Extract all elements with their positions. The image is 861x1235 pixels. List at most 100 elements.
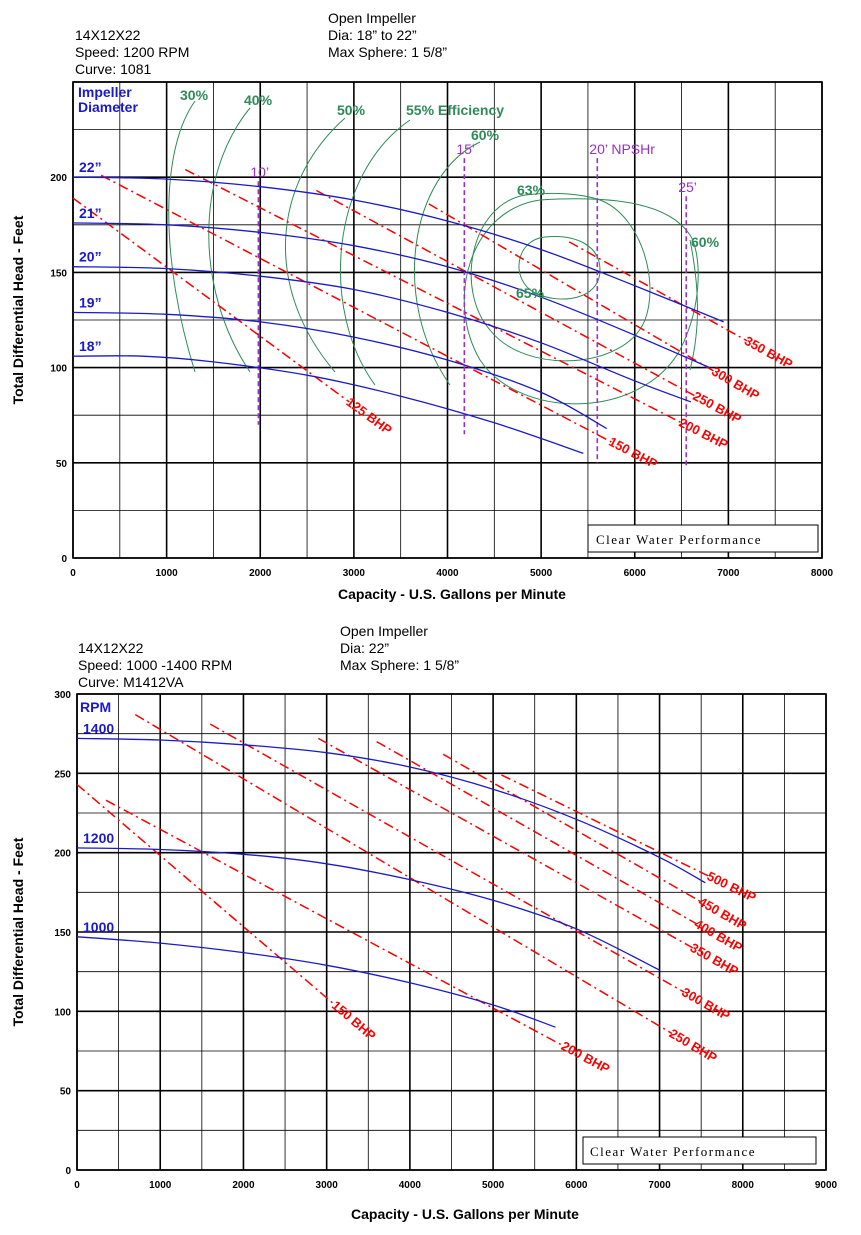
y-tick-label: 50 [60, 1087, 72, 1098]
chart1-ylabel: Total Differential Head - Feet [10, 215, 26, 404]
chart2-dia: Dia: 22” [340, 640, 389, 656]
pump-curve-chart-1: 14X12X22 Speed: 1200 RPM Curve: 1081 Ope… [10, 10, 834, 602]
chart1-sphere: Max Sphere: 1 5/8” [328, 44, 447, 60]
chart1-dia: Dia: 18” to 22” [328, 27, 417, 43]
head-curve [72, 266, 692, 403]
npshr-label: 10’ [250, 164, 269, 180]
efficiency-label-63: 63% [517, 182, 546, 198]
chart2-speed: Speed: 1000 -1400 RPM [78, 657, 232, 673]
efficiency-label-30: 30% [180, 87, 209, 103]
bhp-line [100, 174, 612, 443]
chart1-model: 14X12X22 [75, 27, 141, 43]
efficiency-label-65: 65% [516, 285, 545, 301]
chart1-tick-labels: 0 1000 2000 3000 4000 5000 6000 7000 8000 0 50 100 1… [50, 173, 833, 579]
x-tick-label: 6000 [624, 568, 647, 579]
x-tick-label: 1000 [156, 568, 179, 579]
bhp-line [184, 168, 682, 424]
bhp-line [316, 189, 696, 397]
y-tick-label: 0 [61, 554, 67, 565]
x-tick-label: 7000 [717, 568, 740, 579]
x-tick-label: 4000 [399, 1180, 422, 1191]
bhp-label: 200 BHP [677, 415, 731, 452]
series-label: 21” [79, 205, 102, 221]
bhp-line [209, 723, 685, 993]
x-tick-label: 1000 [149, 1180, 172, 1191]
y-tick-label: 250 [54, 769, 71, 780]
head-curve [72, 311, 608, 430]
x-tick-label: 3000 [316, 1180, 339, 1191]
x-tick-label: 0 [74, 1180, 80, 1191]
npshr-label: 20’ NPSHr [589, 141, 655, 157]
efficiency-65-ring [518, 236, 601, 300]
x-tick-label: 8000 [811, 568, 834, 579]
chart1-series-title-line2: Diameter [78, 99, 138, 115]
chart2-tick-labels: 0 1000 2000 3000 4000 5000 6000 7000 8000 9000 0 50… [54, 690, 837, 1191]
efficiency-label-60-right: 60% [691, 234, 720, 250]
chart2-grid [76, 693, 827, 1171]
chart2-ylabel: Total Differential Head - Feet [10, 837, 26, 1026]
head-curve [76, 847, 660, 971]
series-label: 19” [79, 294, 102, 310]
efficiency-50-curve [285, 117, 346, 373]
bhp-label: 200 BHP [559, 1038, 613, 1076]
efficiency-label-55: 55% Efficiency [406, 102, 504, 118]
chart1-xlabel: Capacity - U.S. Gallons per Minute [338, 586, 566, 602]
series-label: 1400 [83, 720, 114, 736]
y-tick-label: 100 [54, 1007, 71, 1018]
bhp-label: 150 BHP [329, 998, 379, 1044]
bhp-line [317, 737, 694, 949]
y-tick-label: 150 [50, 268, 67, 279]
chart2-impeller: Open Impeller [340, 623, 428, 639]
bhp-label: 150 BHP [606, 434, 660, 472]
chart1-series-title-line1: Impeller [78, 84, 132, 100]
x-tick-label: 0 [70, 568, 76, 579]
efficiency-label-40: 40% [244, 92, 273, 108]
y-tick-label: 0 [65, 1166, 71, 1177]
chart2-rpm-curves: 1400 1200 1000 [76, 720, 706, 1028]
series-label: 1000 [83, 919, 114, 935]
chart2-model: 14X12X22 [78, 640, 144, 656]
bhp-line [442, 753, 702, 903]
head-curve [76, 936, 556, 1028]
series-label: 1200 [83, 830, 114, 846]
x-tick-label: 2000 [232, 1180, 255, 1191]
efficiency-55-curve [339, 119, 411, 386]
chart2-badge: Clear Water Performance [590, 1144, 756, 1159]
bhp-label: 125 BHP [343, 394, 395, 438]
bhp-line [376, 740, 698, 925]
x-tick-label: 5000 [530, 568, 553, 579]
bhp-line [105, 799, 565, 1047]
head-curve [72, 222, 710, 369]
y-tick-label: 100 [50, 364, 67, 375]
chart1-badge-frame [587, 524, 819, 553]
bhp-line [134, 713, 673, 1035]
y-tick-label: 300 [54, 690, 71, 701]
bhp-label: 250 BHP [667, 1026, 720, 1066]
y-tick-label: 200 [54, 849, 71, 860]
head-curve [72, 176, 724, 323]
bhp-line [428, 203, 715, 373]
chart1-efficiency-curves [168, 100, 699, 405]
x-tick-label: 5000 [482, 1180, 505, 1191]
plot-frame [72, 81, 823, 559]
efficiency-60-left-curve [414, 141, 481, 386]
bhp-line [501, 774, 710, 878]
bhp-label: 250 BHP [691, 388, 745, 427]
plot-frame [76, 693, 827, 1171]
x-tick-label: 6000 [565, 1180, 588, 1191]
y-tick-label: 150 [54, 928, 71, 939]
efficiency-40-curve [208, 107, 251, 373]
bhp-label: 300 BHP [709, 363, 762, 403]
bhp-line [76, 783, 336, 1006]
efficiency-60-ring [463, 198, 699, 405]
chart2-series-title: RPM [80, 699, 111, 715]
chart1-badge: Clear Water Performance [596, 532, 762, 547]
x-tick-label: 9000 [815, 1180, 838, 1191]
series-label: 18” [79, 338, 102, 354]
npshr-label: 25’ [678, 179, 697, 195]
chart1-npshr-lines: 10’ 15’ 20’ NPSHr 25’ [250, 141, 697, 467]
chart2-sphere: Max Sphere: 1 5/8” [340, 657, 459, 673]
bhp-line [72, 197, 350, 403]
pump-curve-chart-2: 14X12X22 Speed: 1000 -1400 RPM Curve: M1… [10, 623, 838, 1222]
